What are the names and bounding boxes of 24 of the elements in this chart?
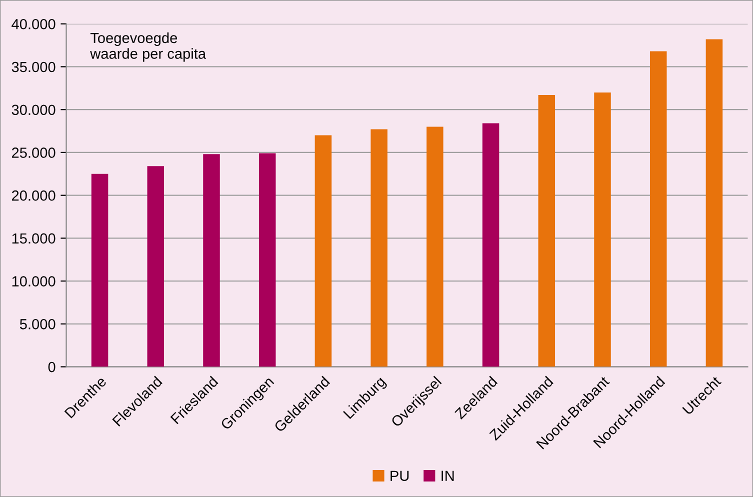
bar [370, 129, 388, 367]
bar [482, 123, 500, 367]
bar [538, 95, 556, 367]
y-tick-label: 10.000 [12, 276, 56, 286]
y-tick-label: 15.000 [12, 233, 56, 244]
bar [706, 39, 723, 367]
text: Toegevoegde waarde per capita [90, 32, 206, 62]
y-tick-label: 40.000 [12, 18, 56, 30]
y-tick-label: 35.000 [12, 62, 56, 72]
y-tick-label: 30.000 [12, 104, 56, 116]
legend-label: IN [442, 470, 454, 481]
bar [314, 135, 332, 367]
y-tick-label: 5.000 [20, 319, 56, 330]
bar [91, 174, 108, 367]
y-tick-label: 25.000 [12, 148, 56, 158]
bar [203, 154, 220, 367]
y-tick-label: 20.000 [12, 190, 56, 201]
bar [426, 126, 444, 367]
y-tick-label: 0 [48, 362, 56, 372]
bar [258, 153, 276, 367]
legend-label: PU [390, 470, 409, 481]
bar [650, 51, 667, 367]
bar [594, 92, 611, 367]
bar [147, 166, 164, 367]
